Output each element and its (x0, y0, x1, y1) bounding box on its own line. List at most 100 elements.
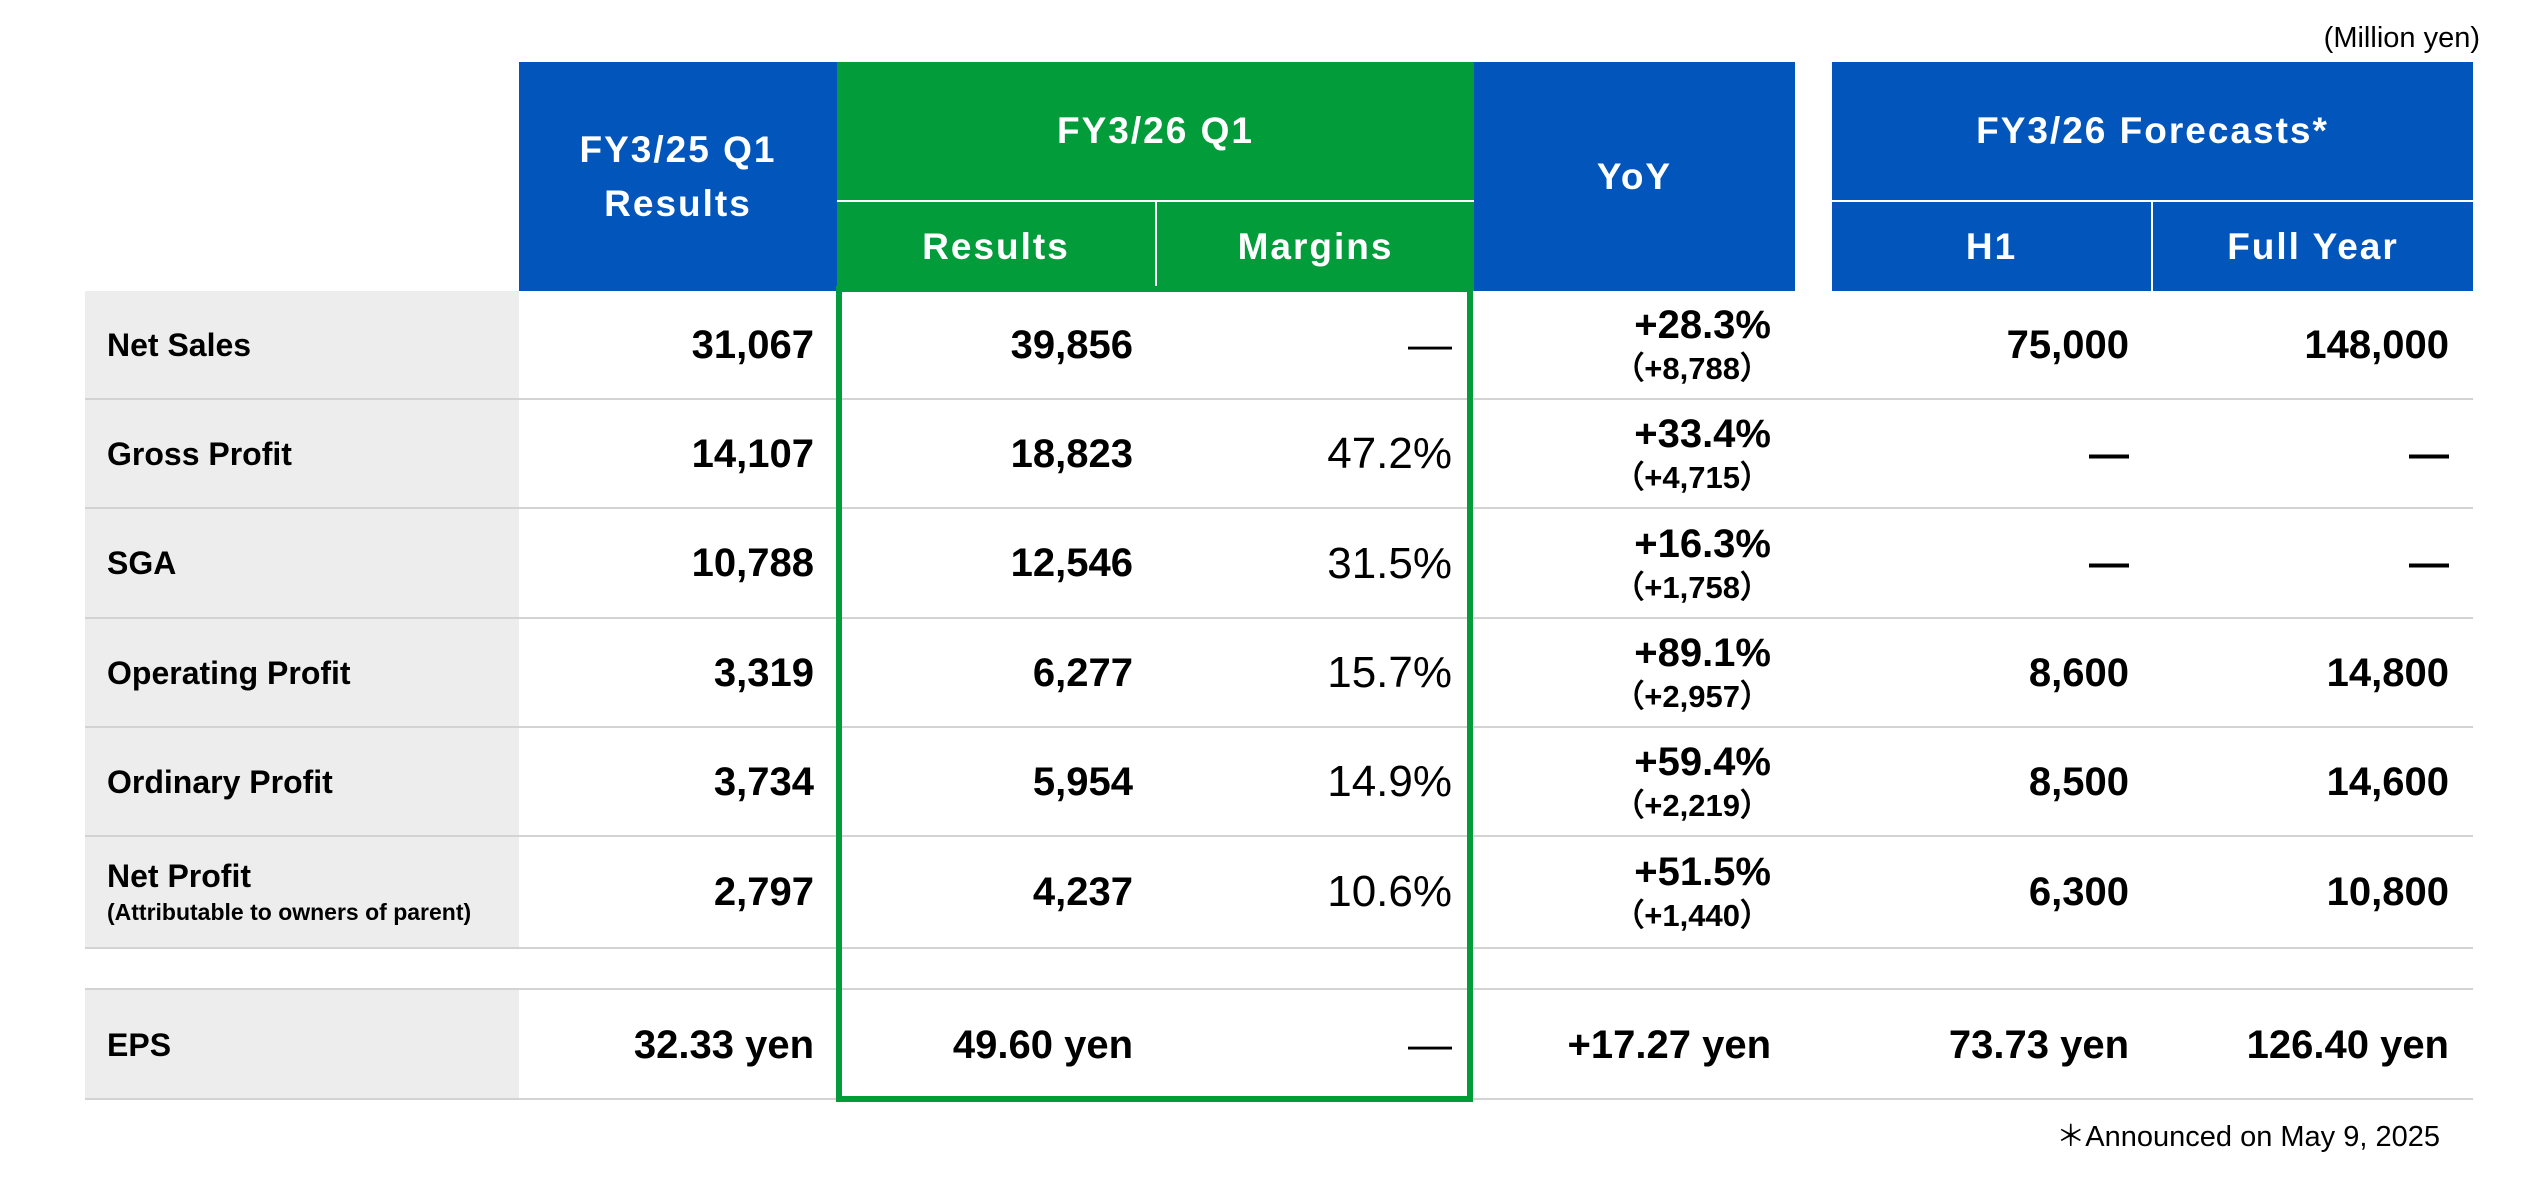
yoy-percent: +51.5% (1634, 850, 1771, 894)
yoy-difference: （+2,957） (1613, 679, 1771, 714)
yoy-difference: （+1,758） (1613, 569, 1771, 605)
cell-h1: 75,000 (2006, 322, 2129, 367)
row-separator (85, 507, 2473, 509)
cell-results: 4,237 (1032, 869, 1133, 914)
header-full-year-label: Full Year (2227, 225, 2399, 267)
eps-prev: 32.33 yen (633, 1022, 814, 1067)
cell-yoy: +33.4% （+4,715） (1480, 400, 1771, 508)
cell-prev: 2,797 (713, 869, 814, 914)
header-curr-results: Results (837, 202, 1155, 291)
eps-h1: 73.73 yen (1948, 1022, 2129, 1067)
cell-full-year: 14,600 (2326, 759, 2449, 804)
cell-margin: 47.2% (1327, 429, 1452, 478)
header-full-year: Full Year (2153, 202, 2473, 291)
cell-full-year: 148,000 (2304, 322, 2449, 367)
current-q1-highlight-frame (836, 286, 1473, 1102)
row-label-eps: EPS (107, 990, 171, 1100)
cell-prev: 10,788 (691, 541, 814, 585)
cell-margin: 31.5% (1327, 538, 1452, 588)
cell-yoy: +59.4% （+2,219） (1480, 728, 1771, 836)
row-separator (85, 835, 2473, 837)
yoy-difference: （+1,440） (1613, 898, 1771, 933)
cell-prev: 3,319 (713, 650, 814, 695)
cell-results: 12,546 (1010, 541, 1133, 585)
eps-label-bg (85, 990, 519, 1100)
yoy-percent: +59.4% (1634, 740, 1771, 784)
cell-yoy: +28.3% （+8,788） (1480, 291, 1771, 399)
header-yoy: YoY (1474, 62, 1795, 291)
yoy-difference: （+4,715） (1613, 460, 1771, 495)
row-label-text: SGA (107, 545, 177, 581)
yoy-percent: +33.4% (1634, 412, 1771, 456)
cell-results: 5,954 (1032, 759, 1133, 804)
row-label-text: EPS (107, 1026, 172, 1063)
header-forecasts: FY3/26 Forecasts* (1832, 62, 2473, 200)
cell-yoy: +16.3% （+1,758） (1480, 509, 1771, 618)
yoy-percent: +28.3% (1634, 303, 1771, 347)
row-label-text: Operating Profit (107, 654, 351, 691)
yoy-percent: +16.3% (1634, 521, 1771, 566)
row-separator (85, 617, 2473, 619)
row-separator (85, 398, 2473, 400)
header-h1-label: H1 (1965, 225, 2018, 267)
cell-margin: 15.7% (1327, 648, 1452, 697)
row-separator (85, 947, 2473, 949)
header-yoy-label: YoY (1596, 155, 1673, 197)
header-h1: H1 (1832, 202, 2151, 291)
cell-full-year: 10,800 (2326, 869, 2449, 914)
cell-yoy: +89.1% （+2,957） (1480, 619, 1771, 727)
cell-margin: ― (1408, 320, 1452, 369)
cell-margin: 10.6% (1327, 867, 1452, 916)
cell-full-year: ― (2409, 431, 2449, 476)
row-label-text: Net Sales (107, 326, 252, 363)
cell-h1: 8,500 (2028, 759, 2129, 804)
cell-h1: 8,600 (2028, 650, 2129, 695)
cell-results: 39,856 (1010, 322, 1133, 367)
row-label-operating-profit: Operating Profit (107, 619, 351, 727)
cell-results: 18,823 (1010, 431, 1133, 476)
header-curr-q1-label: FY3/26 Q1 (1057, 110, 1254, 151)
unit-note: (Million yen) (2323, 22, 2480, 54)
yoy-difference: （+2,219） (1613, 788, 1771, 823)
cell-margin: 14.9% (1327, 757, 1452, 806)
cell-prev: 14,107 (691, 431, 814, 476)
cell-h1: 6,300 (2028, 869, 2129, 914)
cell-yoy: +51.5% （+1,440） (1480, 837, 1771, 947)
row-label-sga: SGA (107, 509, 176, 618)
cell-results: 6,277 (1032, 650, 1133, 695)
header-curr-margins: Margins (1157, 202, 1474, 291)
eps-margin: ― (1408, 1020, 1452, 1069)
eps-full-year: 126.40 yen (2246, 1022, 2449, 1067)
header-forecasts-divider (1832, 200, 2473, 202)
footnote: ＊Announced on May 9, 2025 (2056, 1121, 2440, 1153)
row-label-gross-profit: Gross Profit (107, 400, 292, 508)
cell-full-year: 14,800 (2326, 650, 2449, 695)
header-curr-q1-divider (845, 200, 1467, 202)
header-forecasts-label: FY3/26 Forecasts* (1976, 110, 2329, 151)
eps-yoy: +17.27 yen (1567, 1022, 1772, 1067)
header-forecast-col-divider (2151, 202, 2153, 291)
header-curr-q1: FY3/26 Q1 (837, 62, 1474, 200)
row-label-net-sales: Net Sales (107, 291, 251, 399)
row-label-text: Gross Profit (107, 435, 292, 472)
row-label-ordinary-profit: Ordinary Profit (107, 728, 333, 836)
header-prev-q1-label: FY3/25 Q1 Results (579, 128, 777, 224)
label-column-bg (85, 291, 519, 948)
row-separator (85, 726, 2473, 728)
cell-h1: ― (2089, 541, 2129, 585)
header-curr-results-label: Results (922, 225, 1070, 267)
header-curr-margins-label: Margins (1237, 225, 1394, 267)
row-label-text: Net Profit (107, 858, 251, 894)
eps-top-separator (85, 988, 2473, 990)
yoy-difference: （+8,788） (1613, 351, 1771, 386)
eps-results: 49.60 yen (952, 1022, 1133, 1067)
header-curr-col-divider (1155, 202, 1157, 291)
row-label-text: Ordinary Profit (107, 763, 333, 800)
row-label-net-profit: Net Profit (Attributable to owners of pa… (107, 837, 471, 947)
cell-h1: ― (2089, 431, 2129, 476)
cell-prev: 31,067 (691, 322, 814, 367)
header-prev-q1: FY3/25 Q1 Results (519, 62, 837, 291)
cell-prev: 3,734 (713, 759, 814, 804)
yoy-percent: +89.1% (1634, 631, 1771, 675)
row-sublabel-text: (Attributable to owners of parent) (107, 899, 472, 925)
